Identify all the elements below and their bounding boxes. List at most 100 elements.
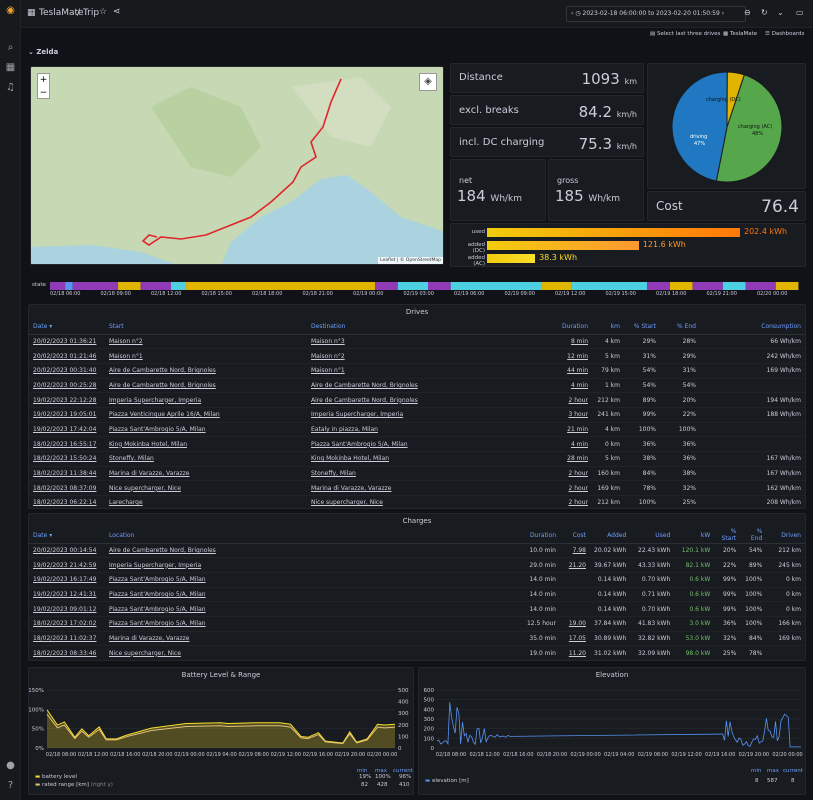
share-icon[interactable]: ⋖: [113, 7, 121, 17]
drives-cell[interactable]: Eataly in piazza, Milan: [307, 422, 552, 438]
timeline-segment-4[interactable]: [140, 282, 171, 290]
charges-cell[interactable]: Marina di Varazze, Varazze: [105, 631, 520, 647]
drives-cell[interactable]: Marina di Varazze, Varazze: [307, 480, 552, 497]
drives-cell[interactable]: 2 hour: [552, 495, 592, 508]
drives-cell[interactable]: Nice supercharger, Nice: [105, 480, 307, 497]
timeline-segment-12[interactable]: [571, 282, 648, 290]
drives-cell[interactable]: 19/02/2023 19:05:01: [29, 407, 105, 423]
drives-cell[interactable]: Marina di Varazze, Varazze: [105, 466, 307, 482]
map-canvas[interactable]: [31, 67, 444, 265]
drives-col-7[interactable]: Consumption: [700, 319, 805, 335]
timeline-segment-18[interactable]: [775, 282, 799, 290]
timeline-segment-14[interactable]: [669, 282, 693, 290]
charges-cell[interactable]: Nice supercharger, Nice: [105, 645, 520, 660]
drives-cell[interactable]: 2 hour: [552, 392, 592, 408]
legend-elevation[interactable]: ▬ elevation [m]: [425, 778, 469, 784]
drives-cell[interactable]: 19/02/2023 22:12:28: [29, 392, 105, 408]
drives-cell[interactable]: Maison n°1: [307, 363, 552, 379]
zoom-in-button[interactable]: +: [39, 75, 48, 85]
zoom-out-button[interactable]: −: [39, 88, 48, 98]
charges-cell[interactable]: 20/02/2023 00:14:54: [29, 543, 105, 559]
drives-col-1[interactable]: Start: [105, 319, 307, 335]
drives-col-0[interactable]: Date ▾: [29, 319, 105, 335]
drives-col-3[interactable]: Duration: [552, 319, 592, 335]
drives-cell[interactable]: 8 min: [552, 334, 592, 350]
timeline-segment-10[interactable]: [450, 282, 542, 290]
charges-cell[interactable]: 19.00: [560, 616, 590, 632]
charges-col-4[interactable]: Added: [590, 528, 631, 544]
timeline-segment-7[interactable]: [375, 282, 398, 290]
drives-cell[interactable]: 18/02/2023 15:50:24: [29, 451, 105, 467]
charges-col-3[interactable]: Cost: [560, 528, 590, 544]
dashboards-icon[interactable]: ▦: [5, 62, 16, 73]
charges-col-0[interactable]: Date ▾: [29, 528, 105, 544]
map-panel[interactable]: + − ◈ Leaflet | © OpenStreetMap: [30, 66, 444, 265]
drives-col-2[interactable]: Destination: [307, 319, 552, 335]
drives-cell[interactable]: Piazza Venticinque Aprile 16/A, Milan: [105, 407, 307, 423]
timeline-bar[interactable]: [50, 282, 806, 290]
drives-cell[interactable]: Piazza Sant'Ambrogio 5/A, Milan: [105, 422, 307, 438]
drives-cell[interactable]: 18/02/2023 11:38:44: [29, 466, 105, 482]
drives-cell[interactable]: Aire de Cambarette Nord, Brignoles: [105, 378, 307, 394]
grafana-logo-icon[interactable]: ◉: [6, 5, 15, 16]
charges-cell[interactable]: 19/02/2023 09:01:12: [29, 601, 105, 617]
drives-cell[interactable]: 28 min: [552, 451, 592, 467]
drives-cell[interactable]: 20/02/2023 01:21:46: [29, 348, 105, 364]
timeline-segment-9[interactable]: [428, 282, 451, 290]
charges-cell[interactable]: Piazza Sant'Ambrogio 5/A, Milan: [105, 572, 520, 588]
charges-cell[interactable]: 19/02/2023 16:17:49: [29, 572, 105, 588]
timeline-segment-0[interactable]: [50, 282, 66, 290]
charges-col-9[interactable]: Driven: [766, 528, 805, 544]
charges-cell[interactable]: 18/02/2023 11:02:37: [29, 631, 105, 647]
search-icon[interactable]: ⌕: [7, 42, 14, 53]
drives-cell[interactable]: King Mokinba Hotel, Milan: [307, 451, 552, 467]
select-drives-link[interactable]: ▤ Select last three drives: [650, 31, 721, 37]
drives-cell[interactable]: Maison n°2: [105, 334, 307, 350]
chevron-down-icon[interactable]: ⌄: [777, 8, 784, 17]
layers-button[interactable]: ◈: [419, 73, 437, 91]
pie-slice-0[interactable]: [715, 74, 783, 183]
timeline-segment-16[interactable]: [722, 282, 746, 290]
charges-col-5[interactable]: Used: [630, 528, 675, 544]
drives-cell[interactable]: 20/02/2023 00:31:40: [29, 363, 105, 379]
elevation-chart[interactable]: 600 500 400 300 200 100 002/18 08:00 02/18 12:0…: [419, 682, 807, 782]
drives-cell[interactable]: Imperia Supercharger, Imperia: [105, 392, 307, 408]
refresh-icon[interactable]: ↻: [761, 8, 768, 17]
charges-cell[interactable]: Piazza Sant'Ambrogio 5/A, Milan: [105, 616, 520, 632]
drives-col-5[interactable]: % Start: [624, 319, 660, 335]
star-icon[interactable]: ☆: [99, 7, 108, 17]
timeline-segment-6[interactable]: [186, 282, 376, 290]
charges-cell[interactable]: 19/02/2023 12:41:31: [29, 587, 105, 603]
charges-col-1[interactable]: Location: [105, 528, 520, 544]
map-attribution[interactable]: Leaflet | © OpenStreetMap: [378, 257, 443, 264]
timeline-segment-3[interactable]: [118, 282, 141, 290]
alerting-icon[interactable]: ♫: [6, 82, 15, 93]
charges-col-6[interactable]: kW: [674, 528, 715, 544]
drives-cell[interactable]: Aire de Cambarette Nord, Brignoles: [307, 392, 552, 408]
drives-cell[interactable]: 19/02/2023 17:42:04: [29, 422, 105, 438]
avatar[interactable]: ●: [6, 760, 15, 771]
drives-cell[interactable]: Maison n°1: [105, 348, 307, 364]
charges-cell[interactable]: 11.20: [560, 645, 590, 660]
drives-cell[interactable]: Aire de Cambarette Nord, Brignoles: [105, 363, 307, 379]
timeline-segment-15[interactable]: [692, 282, 723, 290]
drives-col-6[interactable]: % End: [660, 319, 700, 335]
drives-cell[interactable]: 4 min: [552, 378, 592, 394]
charges-cell[interactable]: 18/02/2023 17:02:02: [29, 616, 105, 632]
drives-cell[interactable]: 2 hour: [552, 480, 592, 497]
legend-rated-range[interactable]: ▬ rated range [km] (right y): [35, 782, 113, 788]
charges-cell[interactable]: 17.05: [560, 631, 590, 647]
charges-col-2[interactable]: Duration: [520, 528, 560, 544]
drives-cell[interactable]: 18/02/2023 08:37:09: [29, 480, 105, 497]
zoom-out-icon[interactable]: ⊖: [744, 8, 751, 17]
drives-cell[interactable]: 18/02/2023 16:55:17: [29, 436, 105, 452]
row-title[interactable]: ⌄ Zelda: [28, 48, 59, 56]
drives-cell[interactable]: Maison n°3: [307, 334, 552, 350]
drives-cell[interactable]: Imperia Supercharger, Imperia: [307, 407, 552, 423]
drives-cell[interactable]: 20/02/2023 00:25:28: [29, 378, 105, 394]
charges-cell[interactable]: 18/02/2023 08:33:46: [29, 645, 105, 660]
chevron-right-icon[interactable]: ›: [721, 10, 725, 17]
charges-cell[interactable]: Piazza Sant'Ambrogio 5/A, Milan: [105, 601, 520, 617]
teslamate-link[interactable]: ▦ TeslaMate: [723, 31, 758, 37]
timeline-segment-11[interactable]: [541, 282, 572, 290]
